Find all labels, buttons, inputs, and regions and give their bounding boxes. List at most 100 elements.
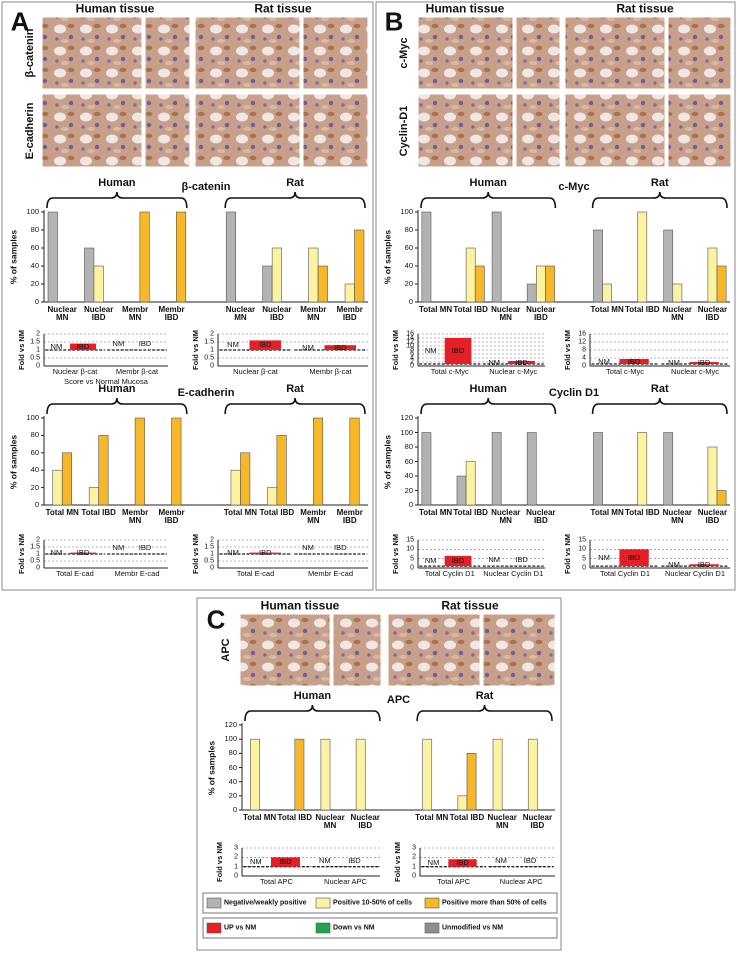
y-tick-label: 0	[582, 564, 586, 572]
bar	[344, 283, 355, 303]
y-tick-label: 20	[404, 279, 413, 289]
series-label: NM	[495, 855, 507, 865]
bar	[672, 283, 683, 303]
y-tick-label: 100	[400, 427, 413, 437]
group-brace	[416, 704, 553, 722]
series-label: NM	[598, 356, 610, 366]
y-axis-label: Fold vs NM	[17, 329, 27, 371]
x-tick-label: Nuclear APC	[499, 877, 543, 887]
fold-bar	[249, 552, 281, 554]
bar	[294, 738, 305, 811]
legend-frame	[202, 917, 558, 939]
bar	[545, 265, 555, 303]
y-tick-label: 5	[582, 554, 586, 562]
x-tick-label: Nuclear IBD	[697, 508, 728, 526]
x-tick-label: Total MN	[418, 305, 453, 314]
fold-bar	[249, 340, 281, 350]
tissue-image	[564, 16, 666, 90]
x-tick-label: Total APC	[437, 877, 471, 887]
series-label: IBD	[515, 555, 528, 565]
x-tick-label: Nuclear c-Myc	[489, 367, 538, 377]
series-label: NM	[424, 556, 437, 566]
series-label: IBD	[279, 857, 292, 867]
y-tick-label: 0.5	[204, 557, 214, 565]
y-tick-label: 1	[412, 862, 416, 870]
x-tick-label: Total c-Myc	[606, 367, 644, 377]
fold-bar	[270, 857, 300, 867]
y-tick-label: 0	[410, 362, 414, 370]
x-tick-label: Nuclear MN	[491, 508, 521, 526]
bar	[593, 432, 603, 506]
y-tick-label: 10	[578, 545, 586, 553]
x-tick-label: Nuclear MN	[315, 813, 345, 831]
x-tick-label: Membr IBD	[336, 305, 363, 323]
legend-label: Down vs NM	[333, 924, 375, 932]
series-label: IBD	[258, 548, 272, 558]
bar	[176, 211, 187, 303]
fold-bar	[689, 564, 719, 567]
y-axis-label: Fold vs NM	[191, 533, 201, 575]
y-tick-label: 40	[30, 465, 39, 475]
y-tick-label: 0	[408, 297, 413, 307]
x-tick-label: Membr MN	[300, 508, 327, 526]
group-label: Human	[98, 177, 136, 190]
chart-title: E-cadherin	[177, 387, 235, 400]
y-tick-label: 2	[36, 536, 40, 544]
bar	[354, 229, 365, 303]
bar	[526, 432, 537, 506]
x-axis-label: Score vs Normal Mucosa	[64, 377, 148, 387]
y-axis-label: % of samples	[382, 229, 393, 285]
y-tick-label: 4	[410, 354, 414, 362]
tissue-image	[667, 93, 732, 168]
series-label: IBD	[76, 548, 90, 558]
series-label: NM	[112, 339, 125, 349]
x-tick-label: Nuclear MN	[662, 508, 693, 526]
bar	[457, 795, 468, 811]
y-tick-label: 2	[210, 536, 214, 544]
bar	[47, 211, 58, 303]
y-tick-label: 0	[36, 362, 40, 370]
group-brace	[420, 191, 557, 209]
y-tick-label: 16	[578, 330, 586, 338]
bar	[313, 417, 324, 506]
chart-title: β-catenin	[181, 181, 231, 194]
row-label: E-cadherin	[24, 102, 37, 159]
group-label: Rat	[286, 383, 304, 396]
bar	[474, 265, 485, 303]
x-tick-label: Membr E-cad	[114, 569, 160, 579]
legend-swatch	[315, 897, 331, 909]
bar	[466, 753, 477, 811]
column-header: Human tissue	[75, 1, 155, 16]
x-tick-label: Total MN	[45, 508, 79, 517]
series-label: NM	[488, 357, 501, 367]
bar	[88, 487, 99, 506]
x-tick-label: Total IBD	[624, 508, 660, 517]
bar	[84, 247, 95, 303]
series-label: IBD	[76, 341, 90, 351]
y-axis-label: Fold vs NM	[215, 841, 225, 883]
y-tick-label: 10	[406, 545, 414, 553]
legend-label: Positive more than 50% of cells	[442, 899, 547, 907]
bar	[267, 487, 278, 506]
tissue-image	[239, 613, 331, 687]
bar	[492, 738, 503, 811]
column-header: Rat tissue	[254, 1, 312, 16]
series-label: NM	[302, 543, 314, 553]
bar	[456, 475, 467, 506]
tissue-image	[302, 93, 369, 168]
group-label: Rat	[286, 177, 304, 190]
bar	[663, 432, 674, 506]
legend-swatch	[424, 897, 440, 909]
fold-bar	[70, 552, 97, 554]
series-label: NM	[598, 552, 610, 562]
y-tick-label: 3	[234, 844, 238, 852]
group-label: Rat	[475, 690, 494, 703]
group-label: Human	[293, 690, 332, 703]
y-tick-label: 20	[228, 790, 237, 800]
y-tick-label: 100	[26, 413, 39, 423]
y-tick-label: 80	[30, 430, 39, 440]
x-tick-label: Total IBD	[277, 813, 313, 822]
y-tick-label: 2	[234, 853, 238, 861]
bar	[491, 432, 502, 506]
